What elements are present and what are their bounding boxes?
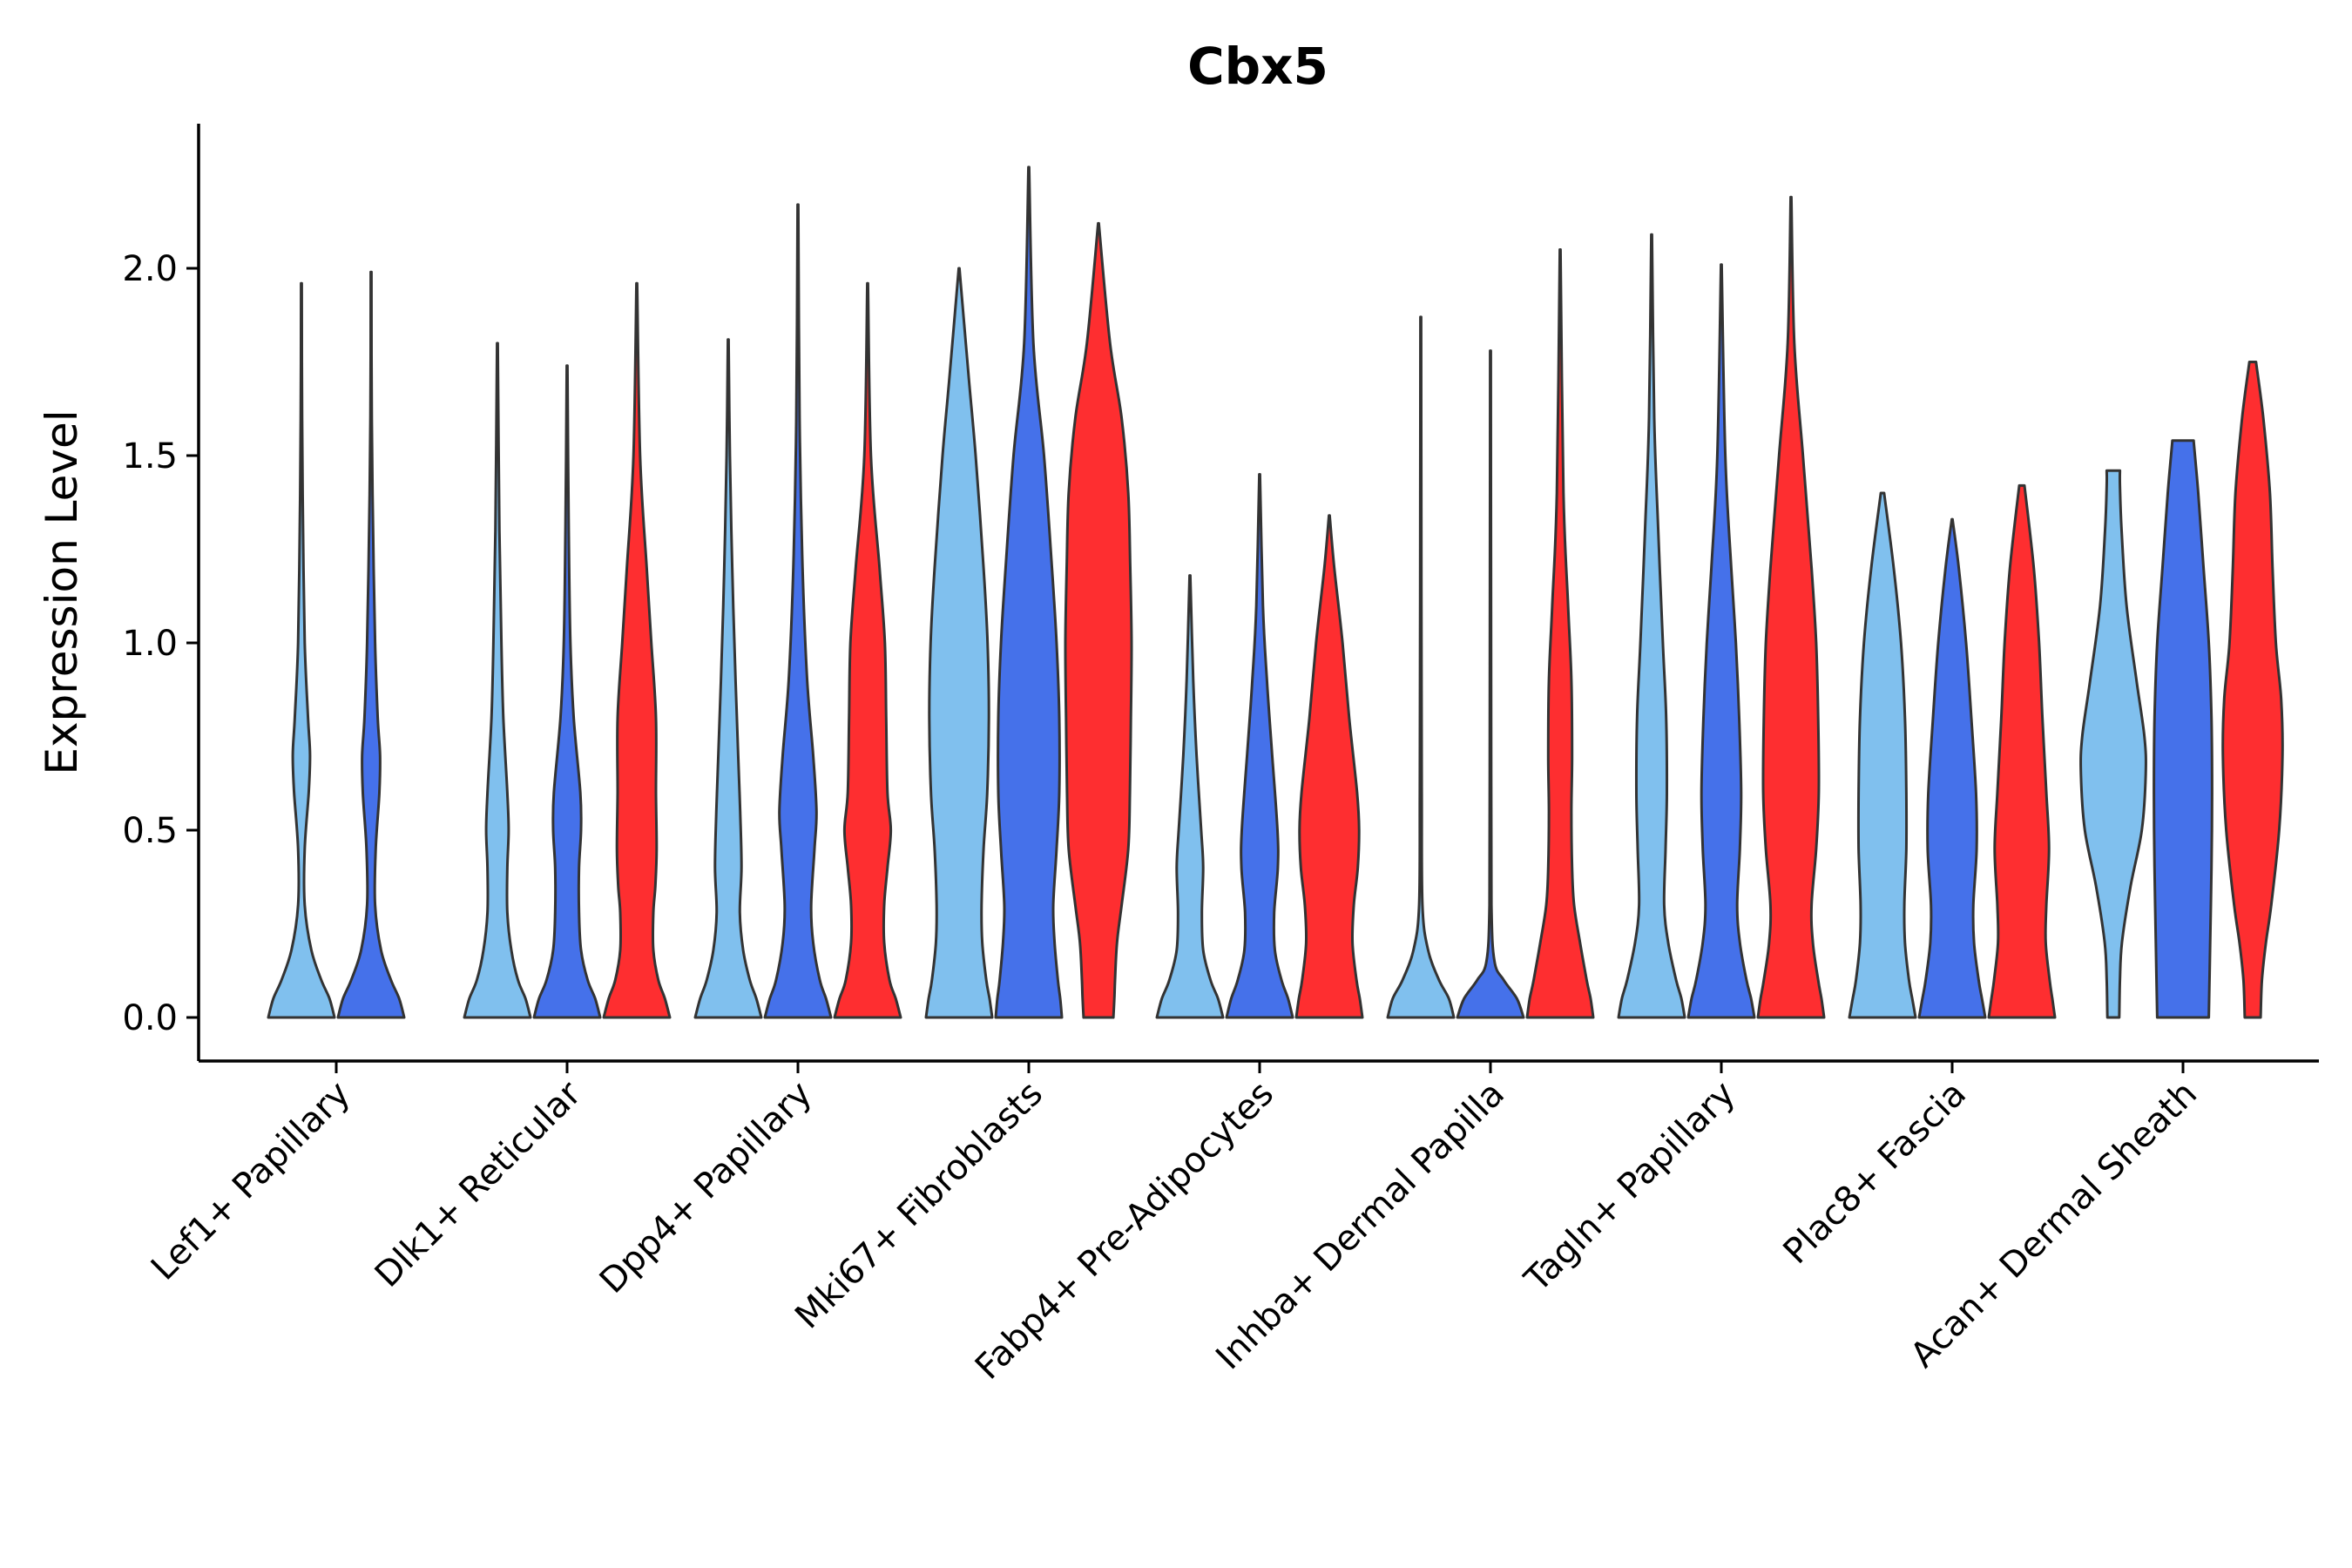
violin-2 xyxy=(1686,263,1756,1019)
y-axis-ticks: 0.0 0.5 1.0 1.5 2.0 xyxy=(122,249,199,1038)
violin-3 xyxy=(833,281,902,1019)
y-axis-title: Expression Level xyxy=(37,409,87,774)
violin-2 xyxy=(336,270,406,1019)
y-tick-label: 0.5 xyxy=(122,811,178,851)
violin-3 xyxy=(1525,248,1595,1019)
violin-1 xyxy=(463,341,532,1019)
chart-title: Cbx5 xyxy=(1187,37,1328,96)
violin-3 xyxy=(1756,195,1826,1019)
violin-3 xyxy=(1064,221,1133,1019)
violin-3 xyxy=(1294,514,1364,1019)
violin-3 xyxy=(602,281,672,1019)
x-axis-ticks: Lef1+ Papillary Dlk1+ Reticular Dpp4+ Papi… xyxy=(144,1061,2205,1388)
y-tick-label: 2.0 xyxy=(122,249,178,289)
violin-1 xyxy=(1386,315,1456,1019)
violin-3 xyxy=(2221,361,2284,1019)
y-tick-label: 1.5 xyxy=(122,436,178,476)
violin-2 xyxy=(1456,349,1525,1019)
x-tick-label: Dlk1+ Reticular xyxy=(368,1073,590,1295)
violin-1 xyxy=(924,267,994,1019)
violin-2 xyxy=(994,166,1064,1019)
violin-2 xyxy=(1917,517,1987,1019)
y-tick-label: 0.0 xyxy=(122,998,178,1038)
violin-1 xyxy=(267,281,336,1019)
violin-2 xyxy=(1225,473,1294,1019)
violin-1 xyxy=(1848,491,1917,1019)
violin-2 xyxy=(763,203,833,1019)
x-tick-label: Lef1+ Papillary xyxy=(144,1074,358,1288)
violin-2 xyxy=(532,364,602,1019)
violin-layer xyxy=(267,166,2284,1019)
violin-1 xyxy=(1617,233,1686,1019)
x-tick-label: Dpp4+ Papillary xyxy=(592,1074,820,1301)
violin-3 xyxy=(1987,483,2057,1019)
violin-1 xyxy=(1155,574,1225,1019)
x-tick-label: Mki67+ Fibroblasts xyxy=(787,1074,1051,1337)
x-tick-label: Tagln+ Papillary xyxy=(1517,1074,1743,1301)
y-tick-label: 1.0 xyxy=(122,624,178,664)
violin-2 xyxy=(2153,439,2213,1019)
violin-1 xyxy=(693,338,763,1019)
x-tick-label: Plac8+ Fascia xyxy=(1776,1074,1975,1273)
violin-1 xyxy=(2079,469,2147,1019)
